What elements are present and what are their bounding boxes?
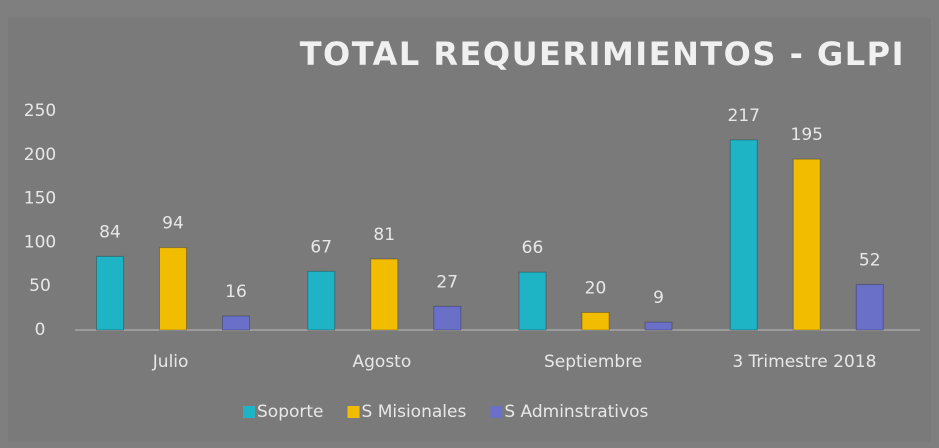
data-label: 81 xyxy=(373,225,395,245)
chart-area xyxy=(8,18,931,442)
legend-swatch xyxy=(490,406,503,418)
bar xyxy=(370,258,399,331)
data-label: 217 xyxy=(728,106,760,126)
bar xyxy=(433,305,462,331)
x-tick-label: Agosto xyxy=(353,352,412,372)
legend-label: S Adminstrativos xyxy=(504,402,648,422)
data-label: 84 xyxy=(99,222,121,242)
chart-title: TOTAL REQUERIMIENTOS - GLPI xyxy=(300,35,905,73)
bar xyxy=(644,321,673,331)
data-label: 195 xyxy=(791,125,823,145)
data-label: 9 xyxy=(653,288,664,308)
x-tick-label: Julio xyxy=(152,352,189,372)
data-label: 52 xyxy=(859,250,881,270)
data-label: 94 xyxy=(162,214,184,234)
bar xyxy=(729,139,758,331)
y-tick-label: 250 xyxy=(24,101,56,121)
x-tick-label: Septiembre xyxy=(544,352,642,372)
x-tick-label: 3 Trimestre 2018 xyxy=(732,352,876,372)
y-tick-label: 50 xyxy=(29,276,51,296)
legend-swatch xyxy=(243,406,255,418)
data-label: 66 xyxy=(522,238,544,258)
y-tick-label: 0 xyxy=(35,320,46,340)
bar xyxy=(855,283,884,331)
bar xyxy=(518,271,547,331)
legend-label: Soporte xyxy=(257,402,324,422)
data-label: 20 xyxy=(585,278,607,298)
data-label: 27 xyxy=(436,272,458,292)
bar xyxy=(96,255,124,331)
y-tick-label: 150 xyxy=(24,189,56,209)
y-tick-label: 200 xyxy=(24,145,56,165)
legend-label: S Misionales xyxy=(362,402,467,422)
bar xyxy=(581,311,610,331)
bar xyxy=(792,158,821,331)
data-label: 67 xyxy=(310,237,332,257)
y-tick-label: 100 xyxy=(24,232,56,252)
legend-swatch xyxy=(347,406,360,418)
bar xyxy=(159,247,187,331)
bar xyxy=(222,315,250,331)
bar xyxy=(307,270,336,331)
data-label: 16 xyxy=(225,282,247,302)
